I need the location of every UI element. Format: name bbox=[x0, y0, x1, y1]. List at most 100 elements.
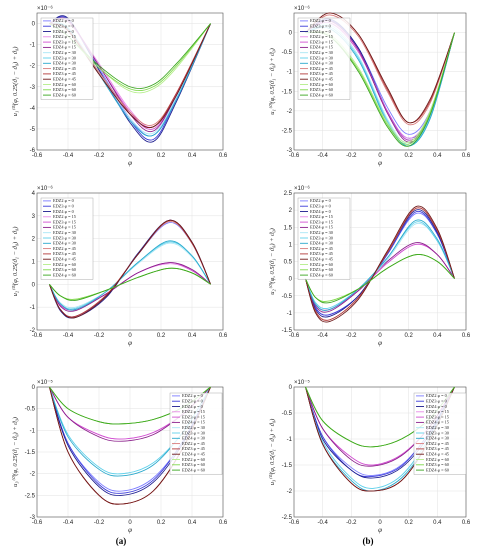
legend-entry: EDZ2 φ = 30 bbox=[426, 425, 449, 430]
y-tick-label: 1 bbox=[32, 260, 36, 266]
y-tick-label: -3 bbox=[287, 148, 293, 154]
y-tick-label: -1 bbox=[30, 43, 36, 49]
y-tick-label: -0.5 bbox=[282, 411, 293, 417]
axis-exponent: ×10⁻⁶ bbox=[294, 5, 310, 12]
legend-entry: EDZ4 φ = 15 bbox=[426, 420, 449, 425]
y-tick-label: 4 bbox=[32, 191, 36, 197]
x-tick-label: 0.2 bbox=[404, 153, 413, 159]
series-line-15 bbox=[49, 267, 211, 301]
legend-entry: EDZ4 φ = 60 bbox=[310, 92, 333, 97]
legend-entry: EDZ2 φ = 0 bbox=[426, 393, 447, 398]
legend-entry: EDZ3 φ = 30 bbox=[53, 55, 76, 60]
y-tick-label: -0.5 bbox=[282, 50, 293, 56]
y-axis-label: u₁⁽⁰⁾(φ, 0.25(ϑ₁ − ϑ₀) + ϑ₀) bbox=[12, 47, 19, 117]
y-tick-label: -1.5 bbox=[282, 89, 293, 95]
legend-entry: EDZ2 φ = 30 bbox=[310, 230, 333, 235]
x-tick-label: 0.4 bbox=[188, 153, 197, 159]
legend-entry: EDZ4 φ = 45 bbox=[182, 452, 205, 457]
series-line-6 bbox=[49, 262, 211, 312]
legend-entry: EDZ3 φ = 30 bbox=[310, 55, 333, 60]
legend-entry: EDZ2 φ = 15 bbox=[182, 409, 205, 414]
y-tick-label: 2 bbox=[289, 208, 293, 214]
legend-entry: EDZ2 φ = 15 bbox=[426, 409, 449, 414]
x-tick-label: 0.6 bbox=[219, 520, 228, 526]
x-tick-label: 0.4 bbox=[433, 520, 442, 526]
plot-frame bbox=[36, 12, 224, 151]
legend-entry: EDZ4 φ = 0 bbox=[53, 209, 74, 214]
legend-entry: EDZ2 φ = 45 bbox=[53, 246, 76, 251]
legend-entry: EDZ3 φ = 15 bbox=[182, 414, 205, 419]
y-tick-label: -1 bbox=[30, 305, 36, 311]
axis-exponent: ×10⁻⁵ bbox=[294, 379, 310, 386]
plot-frame bbox=[36, 386, 224, 518]
y-tick-label: 0 bbox=[32, 385, 36, 391]
x-tick-label: 0 bbox=[128, 520, 132, 526]
x-tick-label: 0 bbox=[378, 520, 382, 526]
y-tick-label: 2 bbox=[32, 237, 36, 243]
legend-entry: EDZ3 φ = 0 bbox=[310, 204, 331, 209]
x-tick-label: 0.6 bbox=[462, 153, 471, 159]
legend-entry: EDZ3 φ = 0 bbox=[182, 399, 203, 404]
legend-entry: EDZ3 φ = 45 bbox=[310, 251, 333, 256]
y-tick-label: 0 bbox=[289, 385, 293, 391]
x-tick-label: 0.2 bbox=[404, 333, 413, 339]
legend-entry: EDZ4 φ = 0 bbox=[426, 404, 447, 409]
legend-entry: EDZ3 φ = 30 bbox=[426, 430, 449, 435]
legend-entry: EDZ4 φ = 45 bbox=[53, 77, 76, 82]
legend-entry: EDZ2 φ = 15 bbox=[310, 214, 333, 219]
series-line-9 bbox=[49, 240, 211, 311]
plot-frame bbox=[293, 192, 467, 331]
y-tick-label: -2 bbox=[287, 109, 293, 115]
x-tick-label: -0.6 bbox=[289, 520, 300, 526]
y-tick-label: -1 bbox=[287, 311, 293, 317]
legend-entry: EDZ2 φ = 0 bbox=[182, 393, 203, 398]
series-line-12 bbox=[305, 205, 455, 323]
panel-a-top: -0.6 -0.4 -0.2 0 0.2 0.4 0.6 0 -1 -2 -3 -4 -5 -6 ×10⁻⁶… bbox=[12, 5, 228, 167]
legend-entry: EDZ2 φ = 45 bbox=[310, 66, 333, 71]
y-tick-label: -0.5 bbox=[282, 294, 293, 300]
y-tick-label: -2 bbox=[30, 64, 36, 70]
legend-entry: EDZ4 φ = 60 bbox=[426, 467, 449, 472]
y-tick-label: -4 bbox=[30, 106, 36, 112]
y-tick-label: 0 bbox=[289, 31, 293, 37]
panel-b-top: -0.6 -0.4 -0.2 0 0.2 0.4 0.6 0 -0.5 -1 -1.5 -2 -2.5 -… bbox=[269, 5, 471, 167]
y-tick-label: -0.5 bbox=[25, 407, 36, 413]
y-tick-label: -1.5 bbox=[282, 463, 293, 469]
legend-entry: EDZ4 φ = 0 bbox=[310, 209, 331, 214]
legend-entry: EDZ2 φ = 15 bbox=[53, 34, 76, 39]
y-axis-label: u₃⁽⁰⁾(φ, 0.25(ϑ₁ − ϑ₀) + ϑ₀) bbox=[12, 417, 19, 487]
x-tick-label: 0.4 bbox=[433, 153, 442, 159]
legend-entry: EDZ4 φ = 15 bbox=[53, 45, 76, 50]
y-axis-label: u₃⁽⁰⁾(φ, 0.5(ϑ₁ − ϑ₀) + ϑ₀) bbox=[269, 419, 276, 486]
axis-exponent: ×10⁻⁶ bbox=[37, 185, 53, 192]
legend-entry: EDZ3 φ = 60 bbox=[53, 87, 76, 92]
legend-entry: EDZ2 φ = 45 bbox=[426, 441, 449, 446]
x-tick-label: -0.4 bbox=[317, 333, 328, 339]
x-tick-label: -0.2 bbox=[94, 333, 105, 339]
x-tick-label: 0 bbox=[378, 333, 382, 339]
axis-exponent: ×10⁻⁶ bbox=[37, 5, 53, 12]
panel-a-middle: -0.6 -0.4 -0.2 0 0.2 0.4 0.6 4 3 2 1 0 -1 -2 ×10⁻⁶ φ u₂⁽… bbox=[12, 185, 228, 347]
x-tick-label: -0.6 bbox=[289, 153, 300, 159]
y-tick-label: 2.5 bbox=[284, 191, 293, 197]
series-line-12 bbox=[305, 12, 455, 124]
legend-entry: EDZ4 φ = 30 bbox=[310, 61, 333, 66]
x-axis-label: φ bbox=[378, 526, 382, 534]
panel-b-bottom: -0.6 -0.4 -0.2 0 0.2 0.4 0.6 0 -0.5 -1 -1.5 -2 -2.5 ×… bbox=[269, 379, 471, 534]
caption-b: (b) bbox=[363, 536, 374, 546]
legend-entry: EDZ2 φ = 60 bbox=[426, 457, 449, 462]
y-axis-label: u₂⁽⁰⁾(φ, 0.25(ϑ₁ − ϑ₀) + ϑ₀) bbox=[12, 227, 19, 297]
x-tick-label: 0.2 bbox=[157, 153, 166, 159]
legend-entry: EDZ4 φ = 15 bbox=[310, 225, 333, 230]
x-tick-label: 0.2 bbox=[157, 520, 166, 526]
x-tick-label: 0 bbox=[128, 153, 132, 159]
x-tick-label: -0.6 bbox=[32, 520, 43, 526]
x-tick-label: -0.6 bbox=[32, 153, 43, 159]
y-tick-label: -2.5 bbox=[282, 128, 293, 134]
y-tick-label: -1.5 bbox=[25, 450, 36, 456]
legend-entry: EDZ4 φ = 0 bbox=[53, 29, 74, 34]
legend-entry: EDZ3 φ = 60 bbox=[310, 267, 333, 272]
x-tick-label: 0.6 bbox=[462, 333, 471, 339]
legend-entry: EDZ3 φ = 15 bbox=[310, 39, 333, 44]
